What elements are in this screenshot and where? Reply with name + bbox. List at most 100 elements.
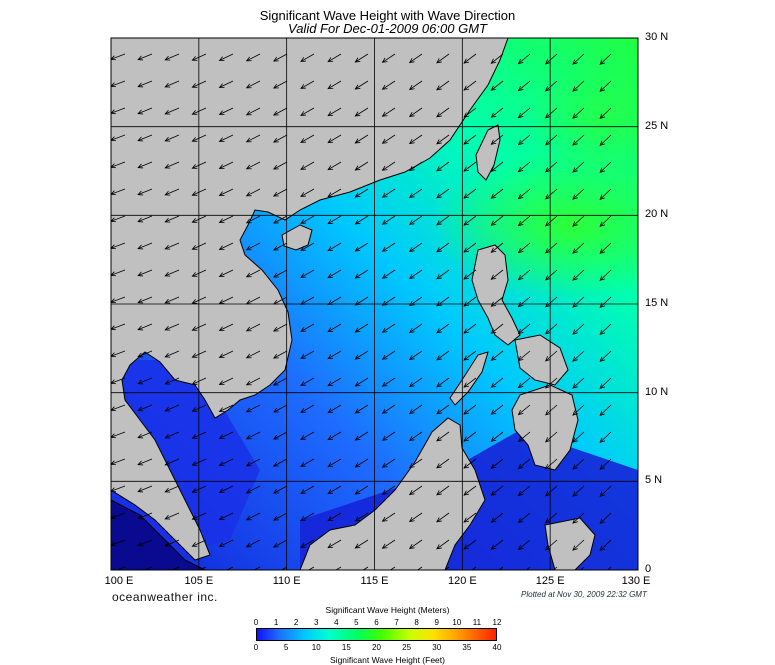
wave-arrow [517, 431, 531, 443]
wave-arrow [300, 323, 315, 332]
wave-arrow [111, 134, 126, 142]
colorbar-meters-tick: 1 [273, 618, 279, 627]
wave-arrow [164, 188, 180, 196]
wave-arrow [381, 350, 396, 360]
wave-arrow [354, 107, 369, 117]
wave-arrow [218, 404, 234, 412]
wave-arrow [327, 80, 342, 90]
wave-arrow [599, 377, 612, 390]
wave-arrow [164, 323, 180, 331]
wave-arrow [545, 350, 558, 362]
wave-arrow [436, 404, 450, 415]
wave-arrow [389, 566, 396, 570]
borneo-island [299, 417, 486, 570]
wave-arrow [436, 269, 450, 280]
wave-arrow [599, 485, 612, 498]
wave-arrow [300, 107, 315, 116]
wave-arrow [572, 296, 585, 308]
wave-arrow [463, 188, 477, 199]
wave-arrow [111, 242, 126, 250]
wave-arrow [354, 539, 369, 549]
colorbar-meters-tick: 5 [354, 618, 359, 627]
wave-arrow [218, 296, 234, 304]
wave-arrow [490, 377, 504, 388]
wave-arrow [545, 242, 558, 254]
wave-arrow [218, 485, 234, 493]
latitude-label: 30 N [645, 31, 669, 43]
wave-arrow [572, 134, 585, 146]
wave-arrow [221, 566, 234, 570]
wave-arrow [517, 269, 531, 281]
wave-arrow [164, 539, 180, 547]
colorbar-meters-tick: 3 [314, 618, 319, 627]
wave-arrow [354, 377, 369, 387]
wave-arrow [463, 404, 477, 415]
wave-arrow [436, 350, 450, 361]
wave-arrow [408, 161, 423, 172]
wave-arrow [381, 161, 396, 171]
wave-arrow [517, 350, 531, 362]
hainan-island [281, 224, 313, 251]
wave-arrow [137, 377, 153, 385]
wave-arrow [137, 404, 153, 412]
wave-arrow [517, 80, 531, 92]
colorbar-meters-title: Significant Wave Height (Meters) [325, 605, 450, 615]
wave-arrow [327, 458, 342, 468]
wave-arrow [517, 485, 531, 497]
wave-arrow [408, 377, 423, 388]
wave-arrow [599, 80, 612, 93]
wave-arrow [137, 350, 153, 358]
wave-arrow [327, 377, 342, 387]
wave-arrow [191, 512, 207, 520]
wave-arrow [580, 566, 585, 570]
colorbar-feet-tick: 10 [311, 643, 321, 652]
wave-arrow [381, 539, 396, 549]
wave-arrow [218, 377, 234, 385]
wave-arrow [300, 80, 315, 89]
wave-arrow [272, 53, 288, 62]
wave-arrow [463, 377, 477, 388]
lat-lon-grid [111, 38, 638, 570]
wave-arrow [191, 53, 207, 61]
wave-arrow [599, 242, 612, 255]
wave-arrow [381, 458, 396, 468]
wave-direction-arrows [111, 53, 612, 570]
wave-arrow [490, 242, 504, 253]
wave-arrow [137, 431, 153, 439]
wave-arrow [545, 485, 558, 497]
brand-logo-text: oceanweather inc. [112, 590, 218, 604]
wave-arrow [111, 539, 126, 547]
wave-arrow [191, 539, 207, 547]
wave-arrow [354, 323, 369, 333]
wave-arrow [599, 512, 612, 525]
latitude-label: 15 N [645, 297, 669, 309]
wave-arrow [276, 566, 288, 570]
wave-arrow [191, 377, 207, 385]
wave-arrow [164, 431, 180, 439]
wave-arrow [463, 161, 477, 172]
wave-arrow [599, 296, 612, 309]
wave-arrow [408, 269, 423, 280]
wave-arrow [517, 512, 531, 524]
wave-arrow [408, 512, 423, 523]
wave-arrow [354, 485, 369, 495]
wave-arrow [300, 512, 315, 521]
wave-arrow [245, 404, 261, 413]
wave-arrow [545, 188, 558, 200]
wave-arrow [517, 323, 531, 335]
wave-arrow [408, 134, 423, 145]
wave-arrow [436, 161, 450, 172]
luzon-island [471, 244, 521, 346]
wave-arrow [164, 269, 180, 277]
wave-arrow [408, 107, 423, 118]
wave-arrow [572, 53, 585, 65]
wave-arrow [327, 485, 342, 495]
wave-arrow [490, 350, 504, 361]
colorbar-feet-tick: 35 [462, 643, 472, 652]
wave-arrow [572, 431, 585, 443]
wave-arrow [490, 215, 504, 226]
wave-arrow [490, 269, 504, 280]
wave-arrow [218, 269, 234, 277]
wave-arrow [572, 458, 585, 470]
